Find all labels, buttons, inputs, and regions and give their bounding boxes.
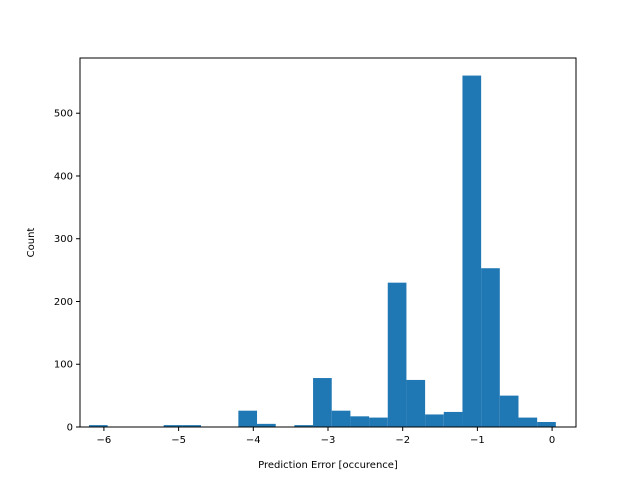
- x-tick-label: −5: [171, 435, 186, 446]
- histogram-bar-9: [257, 423, 276, 427]
- histogram-bar-16: [387, 282, 407, 427]
- y-axis-ticks: 0 100 200 300 400 500: [54, 109, 80, 434]
- histogram-bar-23: [518, 417, 538, 427]
- bars-group: [88, 75, 556, 428]
- y-tick-label: 0: [67, 423, 73, 434]
- histogram-bar-13: [331, 410, 351, 427]
- histogram-bar-20: [462, 75, 482, 428]
- y-tick-label: 400: [54, 171, 73, 182]
- x-tick-label: −4: [246, 435, 261, 446]
- histogram-bar-21: [481, 268, 500, 427]
- histogram-bar-5: [182, 425, 202, 427]
- histogram-bar-4: [163, 425, 183, 427]
- histogram-bar-19: [443, 411, 463, 427]
- x-axis-label: Prediction Error [occurence]: [258, 460, 398, 471]
- x-tick-label: −3: [321, 435, 336, 446]
- plot-frame: [79, 57, 577, 428]
- histogram-bar-24: [537, 421, 556, 427]
- histogram-bar-14: [350, 416, 370, 427]
- histogram-bar-18: [425, 414, 444, 427]
- histogram-bar-8: [238, 410, 258, 427]
- x-axis-ticks: −6 −5 −4 −3 −2 −1 0: [97, 427, 555, 446]
- histogram-bar-15: [369, 417, 388, 427]
- histogram-bar-22: [499, 395, 519, 427]
- histogram-bar-12: [313, 378, 332, 427]
- histogram-bar-11: [294, 425, 314, 427]
- histogram-bar-17: [406, 379, 426, 427]
- histogram-bar-0: [88, 425, 108, 427]
- x-tick-label: −1: [470, 435, 485, 446]
- x-tick-label: −2: [395, 435, 410, 446]
- y-axis-label: Count: [26, 228, 37, 258]
- x-tick-label: 0: [549, 435, 555, 446]
- y-tick-label: 500: [54, 109, 73, 120]
- x-tick-label: −6: [97, 435, 112, 446]
- y-tick-label: 300: [54, 234, 73, 245]
- y-tick-label: 200: [54, 297, 73, 308]
- y-tick-label: 100: [54, 360, 73, 371]
